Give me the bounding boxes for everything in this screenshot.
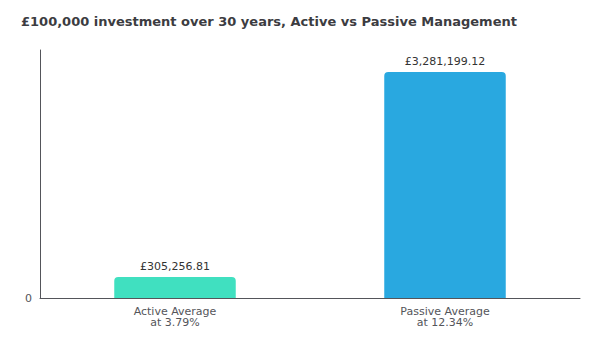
- svg-text:0: 0: [25, 292, 32, 305]
- svg-text:£3,281,199.12: £3,281,199.12: [405, 55, 485, 68]
- svg-text:at 12.34%: at 12.34%: [417, 316, 474, 329]
- svg-text:£100,000 investment over 30 ye: £100,000 investment over 30 years, Activ…: [21, 14, 517, 29]
- svg-text:£305,256.81: £305,256.81: [140, 260, 210, 273]
- svg-text:Passive Average: Passive Average: [400, 305, 490, 318]
- svg-text:Active Average: Active Average: [133, 305, 217, 318]
- svg-text:at 3.79%: at 3.79%: [150, 316, 200, 329]
